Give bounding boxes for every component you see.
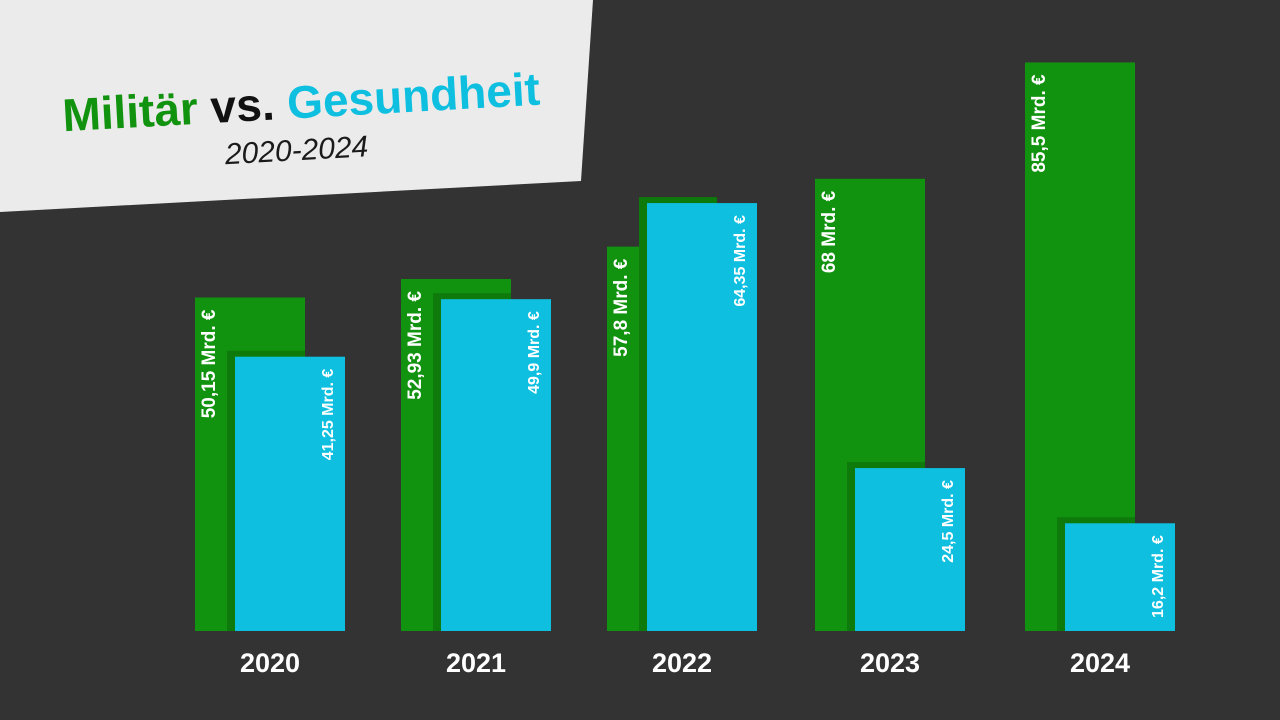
military-value-label: 50,15 Mrd. € [199, 309, 220, 418]
year-tick-label: 2021 [446, 648, 506, 678]
title-military-word: Militär [61, 81, 212, 141]
health-bar [1065, 523, 1175, 631]
title-panel [0, 0, 593, 212]
health-value-label: 64,35 Mrd. € [732, 215, 749, 307]
military-value-label: 68 Mrd. € [819, 190, 840, 273]
chart-title: Militär vs. Gesundheit [61, 63, 541, 142]
title-group: Militär vs. Gesundheit 2020-2024 [61, 63, 541, 172]
military-value-label: 52,93 Mrd. € [405, 291, 426, 400]
title-vs-word: vs. [209, 77, 289, 133]
military-value-label: 85,5 Mrd. € [1029, 74, 1050, 173]
year-tick-label: 2020 [240, 648, 300, 678]
health-bar [441, 299, 551, 631]
health-value-label: 41,25 Mrd. € [320, 369, 337, 461]
health-bar [235, 356, 345, 631]
chart-subtitle: 2020-2024 [223, 130, 369, 171]
health-value-label: 49,9 Mrd. € [526, 311, 543, 394]
health-bar [647, 203, 757, 631]
health-value-label: 24,5 Mrd. € [940, 480, 957, 563]
year-tick-label: 2023 [860, 648, 920, 678]
military-value-label: 57,8 Mrd. € [611, 258, 632, 357]
health-value-label: 16,2 Mrd. € [1150, 535, 1167, 618]
health-bar [855, 468, 965, 631]
bars-layer: 50,15 Mrd. € 41,25 Mrd. € 2020 52,93 Mrd. €… [195, 62, 1175, 678]
year-tick-label: 2024 [1070, 648, 1130, 678]
year-tick-label: 2022 [652, 648, 712, 678]
